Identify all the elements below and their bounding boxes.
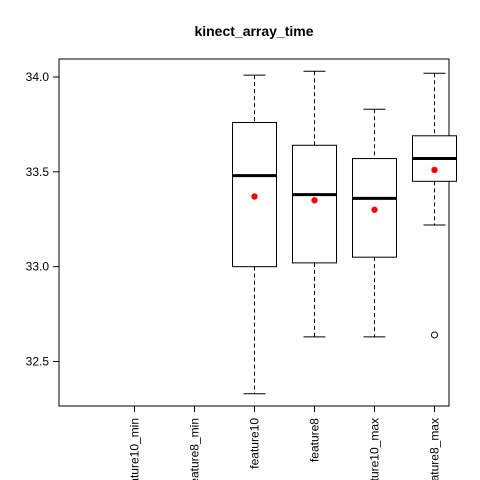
- mean-point: [311, 197, 318, 204]
- y-axis: 32.5 33.0 33.5 34.0: [26, 70, 59, 369]
- y-tick-label: 32.5: [26, 355, 50, 369]
- y-tick-label: 33.5: [26, 165, 50, 179]
- x-tick-label: feature8_max: [428, 418, 442, 480]
- x-tick-label: feature8: [308, 418, 322, 462]
- boxes-layer: [232, 70, 457, 395]
- mean-point: [371, 206, 378, 213]
- x-tick-label: feature10_min: [128, 418, 142, 480]
- mean-point: [431, 166, 438, 174]
- y-tick-label: 34.0: [26, 70, 50, 84]
- chart-title: kinect_array_time: [194, 23, 313, 39]
- y-tick-label: 33.0: [26, 260, 50, 274]
- iqr-box: [292, 144, 337, 264]
- mean-point: [251, 193, 258, 200]
- x-tick-label: feature8_min: [188, 418, 202, 480]
- outlier-point: [431, 331, 438, 339]
- x-tick-label: feature10: [248, 418, 262, 469]
- box-feature10_max: [352, 108, 397, 338]
- box-feature8_max: [412, 72, 457, 339]
- box-feature10: [232, 74, 277, 395]
- x-axis: feature10_min feature8_min feature10 featur…: [128, 406, 442, 480]
- box-feature8: [292, 70, 337, 338]
- x-tick-label: feature10_max: [368, 418, 382, 480]
